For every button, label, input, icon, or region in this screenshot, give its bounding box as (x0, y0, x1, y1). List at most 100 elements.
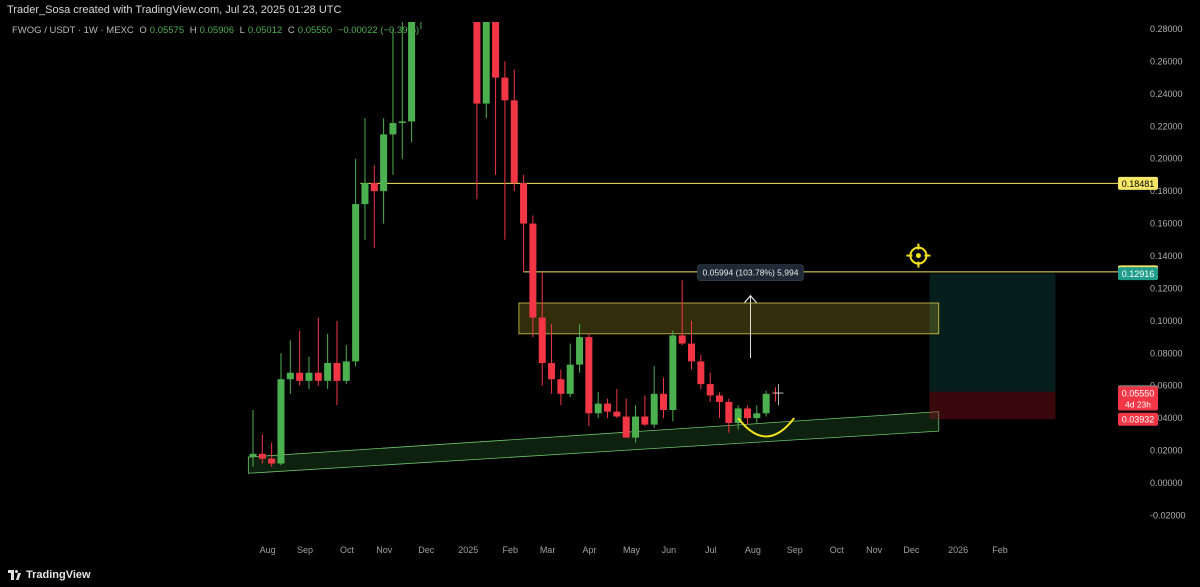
x-axis-tick-label: Aug (745, 545, 761, 555)
plot-area[interactable]: 0.05994 (103.78%) 5,994 (247, 0, 1118, 474)
candle-body (324, 363, 332, 381)
candle-body (632, 416, 640, 438)
supply-zone (518, 302, 940, 335)
x-axis-tick-label: 2025 (458, 545, 478, 555)
candle-body (249, 453, 257, 458)
x-axis-tick-label: Oct (830, 545, 845, 555)
candle-body (604, 403, 612, 412)
candle-body (501, 77, 509, 101)
x-axis-tick-label: May (623, 545, 641, 555)
price-tag (1118, 267, 1158, 281)
y-axis-tick-label: 0.16000 (1150, 219, 1183, 229)
chart-header: Trader_Sosa created with TradingView.com… (0, 0, 1200, 22)
y-axis-tick-label: 0.18000 (1150, 186, 1183, 196)
price-tag (1118, 412, 1158, 426)
x-axis-tick-label: Dec (903, 545, 920, 555)
candle-body (641, 416, 649, 425)
y-axis-tick-label: 0.22000 (1150, 121, 1183, 131)
candle-body (613, 411, 621, 417)
candle-body (408, 22, 416, 122)
x-axis-tick-label: Feb (502, 545, 518, 555)
tradingview-logo-icon (8, 570, 21, 580)
candle-body (725, 401, 733, 424)
candle-body (716, 395, 723, 402)
candle-body (538, 317, 546, 364)
open-label: O (139, 25, 147, 36)
x-axis-tick-label: Oct (340, 545, 355, 555)
x-axis-tick-label: Dec (418, 545, 435, 555)
candle-body (380, 134, 388, 192)
y-axis-tick-label: 0.20000 (1150, 154, 1183, 164)
candle-body (296, 372, 304, 381)
y-axis-tick-label: 0.24000 (1150, 89, 1183, 99)
candle-body (669, 335, 677, 411)
x-axis-tick-label: Mar (540, 545, 556, 555)
measure-label-box (697, 264, 804, 282)
candle-body (389, 123, 397, 135)
candle-body (482, 22, 490, 104)
x-axis-tick-label: Jun (662, 545, 677, 555)
x-axis-tick-label: Feb (992, 545, 1008, 555)
price-tag-label: 0.05550 (1122, 389, 1155, 399)
tradingview-logo[interactable]: TradingView (8, 569, 91, 581)
candle-body (361, 183, 369, 205)
candle-body (706, 384, 714, 396)
x-axis-tick-label: Jul (705, 545, 717, 555)
symbol-title[interactable]: FWOG / USDT · 1W · MEXC (12, 25, 134, 36)
candle-body (585, 337, 593, 414)
low-label: L (239, 25, 245, 36)
candle-body (342, 361, 350, 381)
candle-body (566, 364, 574, 394)
candle-body (277, 379, 285, 464)
y-axis-tick-label: -0.02000 (1150, 510, 1186, 520)
symbol-legend: FWOG / USDT · 1W · MEXC O 0.05575 H 0.0590… (12, 25, 422, 36)
candle-body (314, 372, 322, 381)
x-axis-tick-label: 2026 (948, 545, 968, 555)
candle-body (753, 413, 761, 419)
candle-body (678, 335, 686, 344)
price-tag-label: 0.12916 (1122, 269, 1155, 279)
support-channel (247, 411, 940, 474)
candle-body (258, 453, 266, 459)
y-axis-tick-label: 0.10000 (1150, 316, 1183, 326)
candle-body (650, 393, 658, 425)
candle-body (557, 379, 565, 394)
candle-body (576, 337, 584, 365)
change-value: −0.00022 (−0.39%) (337, 25, 420, 36)
close-label: C (287, 25, 295, 36)
candle-body (333, 363, 341, 381)
y-axis-tick-label: 0.28000 (1150, 24, 1183, 34)
candle-body (510, 100, 518, 184)
candle-body (660, 393, 668, 411)
measure-label: 0.05994 (103.78%) 5,994 (703, 268, 799, 278)
x-axis-tick-label: Apr (583, 545, 597, 555)
candle-body (548, 363, 556, 380)
low-value: 0.05012 (247, 25, 283, 36)
candle-body (697, 361, 705, 385)
candle-body (734, 408, 742, 424)
creator-credit: Trader_Sosa created with TradingView.com… (7, 4, 342, 16)
candle-body (529, 223, 537, 318)
candle-body (398, 121, 406, 124)
candle-body (352, 204, 360, 362)
y-axis-tick-label: 0.00000 (1150, 478, 1183, 488)
price-tag (1118, 386, 1158, 411)
open-value: 0.05575 (149, 25, 185, 36)
candle-body (370, 183, 378, 192)
measure-arrow-head (744, 294, 757, 304)
y-axis-tick-label: 0.02000 (1150, 446, 1183, 456)
candle-body (622, 416, 630, 438)
y-axis-tick-label: 0.06000 (1150, 381, 1183, 391)
high-label: H (189, 25, 197, 36)
cup-curve (737, 417, 795, 438)
y-axis-tick-label: 0.08000 (1150, 348, 1183, 358)
candle-body (305, 372, 313, 381)
high-value: 0.05906 (199, 25, 234, 36)
price-tag-countdown: 4d 23h (1125, 400, 1151, 410)
candle-body (743, 408, 751, 419)
x-axis-tick-label: Nov (866, 545, 883, 555)
candle-body (492, 22, 500, 78)
x-axis-tick-label: Nov (376, 545, 393, 555)
candle-body (268, 458, 276, 464)
